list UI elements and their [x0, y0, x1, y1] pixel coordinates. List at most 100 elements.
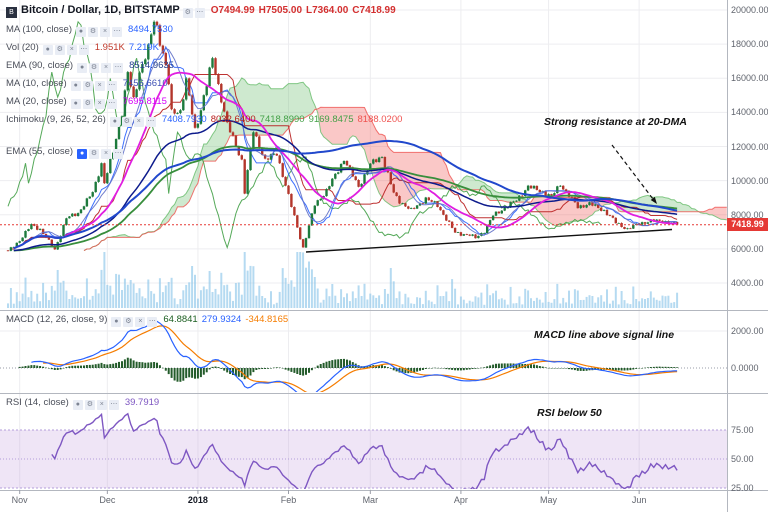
eye-icon[interactable]: ●	[76, 27, 86, 37]
gear-icon[interactable]: ⚙	[89, 63, 100, 73]
indicator-row[interactable]: EMA (90, close) ● ⚙ × ⋯ 8514.9635	[6, 60, 174, 73]
indicator-value: 7456.6610	[122, 78, 168, 89]
indicator-label[interactable]: EMA (90, close)	[6, 60, 74, 71]
macd-value: 64.8841	[163, 314, 198, 325]
price-axis-label: 4000.00	[731, 278, 764, 288]
rsi-label[interactable]: RSI (14, close)	[6, 397, 69, 408]
indicator-label[interactable]: MA (20, close)	[6, 96, 67, 107]
macd-axis-label: 2000.00	[731, 326, 764, 336]
indicator-value: 8032.6400	[210, 114, 256, 125]
more-icon[interactable]: ⋯	[113, 63, 124, 73]
annotation-rsi: RSI below 50	[537, 407, 602, 419]
indicator-label[interactable]: EMA (55, close)	[6, 146, 74, 157]
indicator-value: 7408.7930	[161, 114, 207, 125]
indicator-value: 8514.9635	[129, 60, 174, 71]
time-axis-label: Jun	[631, 495, 647, 505]
price-tag: 7418.99	[727, 218, 768, 231]
support-trendline[interactable]	[305, 228, 673, 253]
gear-icon[interactable]: ⚙	[84, 400, 95, 410]
eye-icon[interactable]: ●	[109, 117, 120, 127]
eye-icon[interactable]: ●	[42, 45, 53, 55]
symbol-title[interactable]: Bitcoin / Dollar, 1D, BITSTAMP	[21, 4, 180, 16]
rsi-pane[interactable]	[0, 412, 727, 493]
eye-icon[interactable]: ●	[77, 63, 88, 73]
indicator-label[interactable]: MA (10, close)	[6, 78, 67, 89]
instrument-icon: B	[6, 7, 17, 18]
eye-icon[interactable]: ●	[70, 99, 81, 109]
indicator-label[interactable]: Vol (20)	[6, 42, 39, 53]
price-pane[interactable]	[6, 20, 727, 308]
more-icon[interactable]: ⋯	[108, 400, 119, 410]
gear-icon[interactable]: ⚙	[89, 149, 100, 159]
close-icon[interactable]: ×	[94, 99, 105, 109]
macd-row[interactable]: MACD (12, 26, close, 9) ● ⚙ × ⋯ 64.8841 279.93…	[6, 314, 288, 327]
gridlines	[0, 0, 727, 490]
settings-icon[interactable]: ⚙	[182, 8, 193, 18]
close-icon[interactable]: ×	[101, 63, 112, 73]
macd-pane[interactable]	[0, 320, 727, 399]
rsi-row[interactable]: RSI (14, close) ● ⚙ × ⋯ 39.7919	[6, 397, 159, 410]
close-icon[interactable]: ×	[66, 45, 77, 55]
volume-bars	[7, 252, 679, 308]
price-axis-label: 20000.00	[731, 5, 768, 15]
close-icon[interactable]: ×	[96, 400, 107, 410]
price-axis-label: 12000.00	[731, 141, 768, 152]
more-icon[interactable]: ⋯	[194, 8, 205, 18]
indicator-row[interactable]: MA (100, close) ● ⚙ × ⋯ 8494.7530	[6, 24, 173, 37]
time-axis-label: 2018	[187, 495, 208, 505]
indicator-value: 7418.8990	[259, 114, 305, 125]
indicator-value: 9169.8475	[308, 114, 354, 125]
close-icon[interactable]: ×	[101, 149, 112, 159]
more-icon[interactable]: ⋯	[112, 27, 122, 37]
gear-icon[interactable]: ⚙	[82, 99, 93, 109]
more-icon[interactable]: ⋯	[147, 317, 158, 327]
time-axis-label: Nov	[11, 495, 28, 505]
indicator-row[interactable]: MA (10, close) ● ⚙ × ⋯ 7456.6610	[6, 78, 168, 91]
close-icon[interactable]: ×	[100, 27, 110, 37]
eye-icon[interactable]: ●	[72, 400, 83, 410]
gear-icon[interactable]: ⚙	[121, 117, 132, 127]
indicator-value: 8188.0200	[357, 114, 403, 125]
low-value: L7364.00	[306, 5, 349, 16]
indicator-label[interactable]: Ichimoku (9, 26, 52, 26)	[6, 114, 106, 125]
rsi-axis-label: 75.00	[731, 425, 754, 435]
indicator-row[interactable]: EMA (55, close) ● ⚙ × ⋯	[6, 146, 125, 159]
more-icon[interactable]: ⋯	[78, 45, 89, 55]
eye-icon[interactable]: ●	[70, 81, 81, 91]
chart-legend-header: B Bitcoin / Dollar, 1D, BITSTAMP ⚙ ⋯ O7494.9…	[6, 4, 396, 18]
indicator-value: 8494.7530	[128, 24, 173, 35]
more-icon[interactable]: ⋯	[145, 117, 156, 127]
price-axis-label: 14000.00	[731, 107, 768, 118]
close-icon[interactable]: ×	[135, 317, 146, 327]
gear-icon[interactable]: ⚙	[123, 317, 134, 327]
more-icon[interactable]: ⋯	[106, 81, 117, 91]
price-axis-label: 6000.00	[731, 243, 764, 254]
indicator-value: 7.219K	[128, 42, 159, 53]
time-axis-label: Mar	[362, 495, 379, 505]
gear-icon[interactable]: ⚙	[54, 45, 65, 55]
gear-icon[interactable]: ⚙	[82, 81, 93, 91]
indicator-label[interactable]: MA (100, close)	[6, 24, 72, 35]
ichimoku-cloud	[83, 77, 727, 252]
time-axis-label: Dec	[99, 495, 116, 505]
rsi-axis-label: 50.00	[731, 454, 754, 464]
time-axis-label: Feb	[280, 495, 297, 505]
macd-label[interactable]: MACD (12, 26, close, 9)	[6, 314, 108, 325]
gear-icon[interactable]: ⚙	[88, 27, 98, 37]
eye-icon[interactable]: ●	[111, 317, 122, 327]
indicator-row[interactable]: Ichimoku (9, 26, 52, 26) ● ⚙ × ⋯ 7408.7930 803…	[6, 114, 403, 127]
more-icon[interactable]: ⋯	[106, 99, 117, 109]
indicator-row[interactable]: MA (20, close) ● ⚙ × ⋯ 7695.8115	[6, 96, 167, 109]
time-axis-label: Apr	[453, 495, 468, 505]
annotation-macd: MACD line above signal line	[534, 329, 675, 341]
close-icon[interactable]: ×	[133, 117, 144, 127]
indicator-value: 1.951K	[94, 42, 125, 53]
open-value: O7494.99	[210, 5, 255, 16]
indicator-row[interactable]: Vol (20) ● ⚙ × ⋯ 1.951K 7.219K	[6, 42, 159, 55]
indicator-value: 7695.8115	[122, 96, 167, 107]
more-icon[interactable]: ⋯	[113, 149, 124, 159]
eye-icon[interactable]: ●	[77, 149, 88, 159]
close-icon[interactable]: ×	[94, 81, 105, 91]
